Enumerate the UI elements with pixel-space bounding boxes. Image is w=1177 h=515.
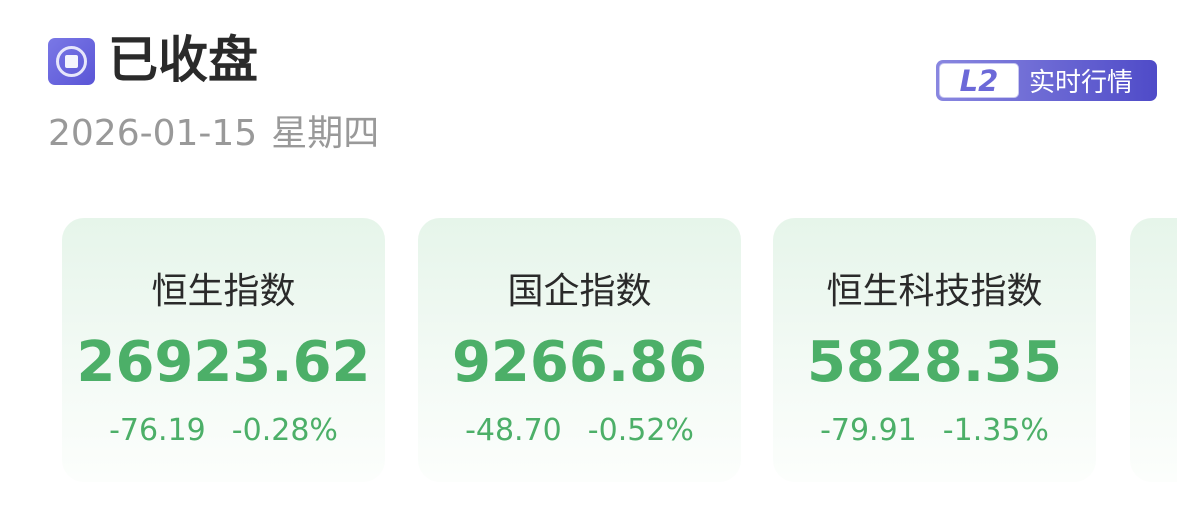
index-name: 恒生科技指数 bbox=[826, 271, 1043, 312]
l2-realtime-badge[interactable]: L2 实时行情 bbox=[936, 60, 1157, 101]
change-points: -76.19 bbox=[109, 413, 206, 448]
market-status: 已收盘 bbox=[108, 31, 258, 89]
index-name: 国企指数 bbox=[507, 271, 652, 312]
change-percent: -0.28% bbox=[231, 413, 338, 448]
index-name: 恒生指数 bbox=[151, 271, 296, 312]
index-change: -76.19 -0.28% bbox=[62, 413, 385, 448]
change-percent: -0.52% bbox=[587, 413, 694, 448]
l2-icon: L2 bbox=[939, 63, 1019, 98]
change-points: -48.70 bbox=[465, 413, 562, 448]
weekday-text: 星期四 bbox=[271, 113, 380, 154]
l2-label: 实时行情 bbox=[1029, 68, 1134, 98]
index-card-hscei[interactable]: 国企指数 9266.86 -48.70 -0.52% bbox=[418, 218, 741, 482]
index-change: -79.91 -1.35% bbox=[773, 413, 1096, 448]
index-value: 26923.62 bbox=[76, 330, 371, 395]
index-change: -48.70 -0.52% bbox=[418, 413, 741, 448]
index-card-hstech[interactable]: 恒生科技指数 5828.35 -79.91 -1.35% bbox=[773, 218, 1096, 482]
index-card-hsi[interactable]: 恒生指数 26923.62 -76.19 -0.28% bbox=[62, 218, 385, 482]
market-closed-icon bbox=[48, 38, 95, 85]
date-text: 2026-01-15 bbox=[48, 113, 258, 154]
index-card-next-partial[interactable] bbox=[1130, 218, 1177, 482]
change-percent: -1.35% bbox=[942, 413, 1049, 448]
change-points: -79.91 bbox=[820, 413, 917, 448]
index-value: 5828.35 bbox=[806, 330, 1063, 395]
trade-date: 2026-01-15 星期四 bbox=[48, 110, 379, 158]
index-value: 9266.86 bbox=[451, 330, 708, 395]
